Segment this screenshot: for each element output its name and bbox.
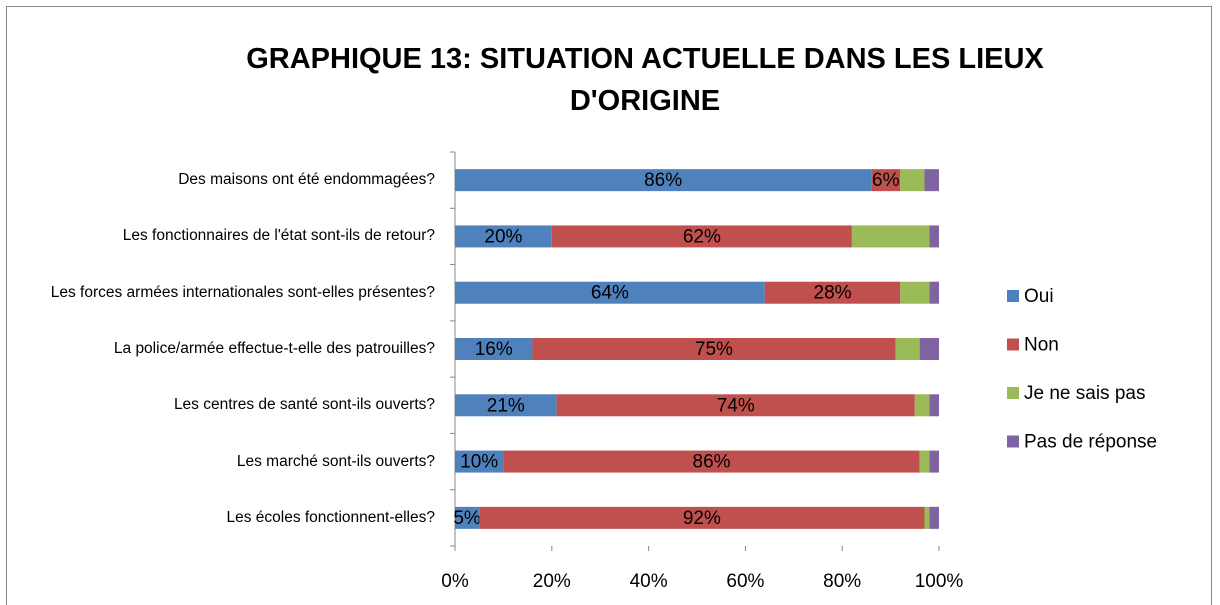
bar-segment (895, 338, 920, 360)
bar-segment (503, 450, 920, 473)
data-label: 62% (683, 226, 721, 247)
legend-label: Oui (1024, 286, 1054, 307)
data-label: 16% (475, 339, 513, 360)
legend-swatch (1007, 338, 1019, 351)
bar-segment (914, 394, 930, 417)
legend-label: Non (1024, 335, 1059, 356)
data-label: 5% (453, 508, 481, 529)
bar-segment (551, 225, 852, 248)
bar-segment (919, 450, 930, 473)
bar-segment (919, 338, 939, 360)
category-label: Des maisons ont été endommagées? (178, 171, 435, 189)
bar-segment (924, 506, 930, 529)
bar-segment (900, 169, 925, 192)
bar-segment (764, 281, 901, 304)
legend-label: Pas de réponse (1024, 432, 1157, 453)
category-label: La police/armée effectue-t-elle des patr… (113, 340, 435, 357)
legend-swatch (1007, 387, 1019, 399)
x-tick-label: 0% (441, 571, 469, 592)
bar-segment (455, 169, 872, 192)
data-label: 21% (487, 395, 525, 416)
data-label: 10% (460, 452, 498, 473)
x-tick-label: 80% (823, 571, 861, 592)
bar-segment (929, 281, 939, 304)
bar-segment (455, 225, 552, 248)
data-label: 28% (814, 283, 852, 304)
bar-segment (929, 450, 939, 473)
data-label: 86% (644, 170, 682, 191)
x-tick-label: 100% (915, 571, 964, 592)
bar-segment (924, 169, 939, 192)
legend-label: Je ne sais pas (1024, 383, 1145, 404)
category-label: Les fonctionnaires de l'état sont-ils de… (122, 227, 435, 245)
bar-segment (455, 338, 533, 360)
legend-swatch (1007, 290, 1019, 302)
category-label: Les centres de santé sont-ils ouverts? (173, 396, 435, 414)
chart-title: GRAPHIQUE 13: SITUATION ACTUELLE DANS LE… (246, 43, 1044, 117)
bar-segment (479, 506, 925, 529)
x-tick-label: 60% (726, 571, 764, 592)
bar-segment (455, 450, 504, 473)
bar-segment (929, 506, 939, 529)
bar-segment (929, 225, 939, 248)
bar-segment (455, 506, 480, 529)
category-label: Les marché sont-ils ouverts? (236, 452, 435, 470)
data-label: 20% (484, 226, 522, 247)
data-label: 92% (683, 508, 721, 529)
data-label: 64% (591, 283, 629, 304)
bar-segment (851, 225, 930, 248)
bar-segment (871, 169, 901, 192)
legend-swatch (1007, 435, 1019, 448)
bar-segment (900, 281, 930, 304)
data-label: 75% (695, 339, 733, 360)
category-label: Les écoles fonctionnent-elles? (226, 508, 435, 526)
chart-frame (6, 6, 1212, 605)
data-label: 86% (693, 452, 731, 473)
data-label: 74% (717, 395, 755, 416)
data-label: 6% (872, 170, 900, 191)
bar-segment (532, 338, 896, 360)
bar-segment (455, 394, 557, 417)
x-tick-label: 20% (533, 571, 571, 592)
bar-segment (455, 281, 765, 304)
category-label: Les forces armées internationales sont-e… (50, 283, 435, 301)
bar-segment (556, 394, 915, 417)
x-tick-label: 40% (630, 571, 668, 592)
bar-segment (929, 394, 939, 417)
